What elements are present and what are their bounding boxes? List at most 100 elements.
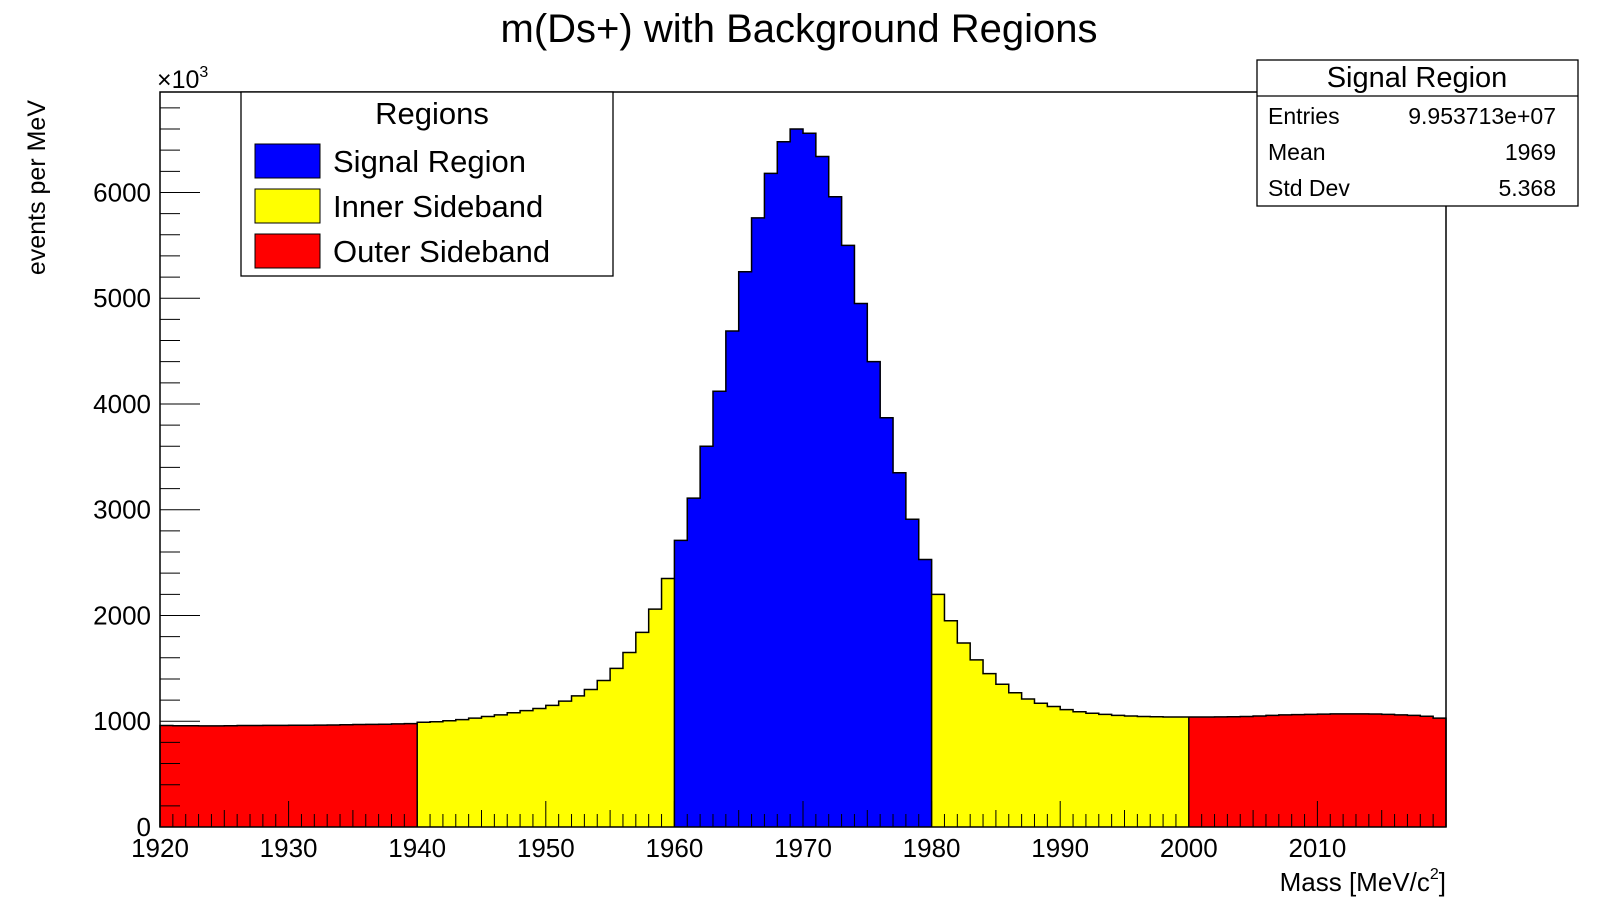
bar	[160, 725, 174, 827]
stats-rows: Entries 9.953713e+07 Mean 1969 Std Dev 5.368	[1268, 103, 1556, 201]
x-axis-label-sup: 2	[1430, 866, 1439, 883]
bar	[635, 632, 650, 827]
x-tick-label: 1940	[388, 833, 446, 863]
bar	[250, 725, 264, 827]
histogram-bars	[160, 129, 1447, 828]
bar	[983, 673, 997, 827]
y-tick-label: 6000	[93, 177, 151, 207]
bar	[1394, 714, 1409, 827]
bar	[1175, 717, 1190, 827]
bar	[1330, 713, 1344, 827]
stats-value: 5.368	[1498, 175, 1556, 201]
bar	[867, 361, 881, 827]
bar	[378, 724, 393, 827]
bar	[417, 722, 431, 827]
bar	[468, 718, 483, 827]
bar	[1355, 713, 1370, 827]
bar	[494, 714, 508, 827]
stats-value: 9.953713e+07	[1408, 103, 1556, 129]
bar	[571, 695, 585, 827]
bar	[1304, 714, 1318, 827]
bar	[327, 724, 341, 827]
bar	[314, 725, 328, 827]
bar	[712, 391, 727, 827]
bar	[507, 712, 521, 827]
bar	[815, 156, 830, 827]
x-tick-label: 1970	[774, 833, 832, 863]
bar	[931, 594, 946, 827]
bar	[597, 680, 611, 827]
x-tick-label: 2000	[1160, 833, 1218, 863]
bar	[1265, 715, 1280, 827]
x-tick-label: 2010	[1288, 833, 1346, 863]
bar	[1433, 718, 1447, 827]
legend-label: Signal Region	[333, 144, 526, 179]
legend-entries: Signal Region Inner Sideband Outer Sideban…	[254, 143, 550, 269]
histogram-outline	[159, 128, 1447, 827]
bar	[893, 472, 907, 827]
bar	[1047, 706, 1061, 827]
y-tick-label: 3000	[93, 495, 151, 525]
bar	[1137, 716, 1151, 827]
bar	[1073, 711, 1087, 827]
legend-swatch	[254, 188, 321, 224]
bar	[841, 245, 856, 828]
stats-label: Std Dev	[1268, 175, 1350, 201]
y-tick-label: 1000	[93, 706, 151, 736]
bar	[455, 719, 470, 827]
bar	[1163, 717, 1177, 827]
bar	[995, 684, 1010, 827]
bar	[262, 725, 277, 827]
y-multiplier: ×103	[157, 64, 208, 94]
bar	[1034, 703, 1048, 827]
bar	[172, 725, 187, 827]
bar	[622, 652, 637, 827]
bar	[584, 689, 598, 827]
bar	[777, 141, 791, 827]
bar	[1201, 717, 1216, 827]
bar	[918, 559, 933, 827]
x-axis-ticks: 1920 1930 1940 1950 1960 1970 1980 1990 2000 2010	[131, 801, 1447, 863]
x-tick-label: 1920	[131, 833, 189, 863]
bar	[404, 723, 418, 827]
bar	[790, 129, 804, 827]
bar	[1317, 714, 1331, 827]
bar	[764, 173, 778, 827]
bar	[1240, 716, 1254, 827]
bar	[481, 716, 495, 827]
bar	[661, 578, 675, 827]
bar	[648, 609, 663, 827]
bar	[352, 724, 367, 827]
bar	[1214, 716, 1228, 827]
bar	[224, 725, 238, 827]
bar	[1227, 716, 1241, 827]
legend-label: Outer Sideband	[333, 234, 550, 269]
y-axis-ticks: 0 1000 2000 3000 4000 5000 6000	[93, 107, 200, 842]
bar	[687, 498, 701, 827]
bar	[1253, 715, 1267, 827]
bar	[957, 642, 971, 827]
bar	[1420, 716, 1434, 827]
stats-box-title: Signal Region	[1327, 62, 1508, 94]
bar	[854, 303, 868, 827]
bar	[1008, 692, 1023, 827]
y-tick-label: 2000	[93, 600, 151, 630]
bar	[1407, 715, 1421, 827]
stats-label: Mean	[1268, 139, 1326, 165]
legend-swatch	[254, 143, 321, 179]
bar	[1343, 713, 1357, 827]
bar	[1098, 714, 1113, 827]
bar	[1111, 715, 1126, 827]
bar	[340, 724, 354, 827]
bar	[1124, 715, 1138, 827]
bar	[198, 725, 213, 827]
bar	[237, 725, 251, 827]
bar	[1291, 714, 1306, 827]
bar	[880, 417, 894, 827]
legend-swatch	[254, 233, 321, 269]
x-tick-label: 1960	[645, 833, 703, 863]
x-axis-label: Mass [MeV/c2]	[1280, 866, 1446, 897]
bar	[905, 519, 920, 827]
x-tick-label: 1930	[260, 833, 318, 863]
